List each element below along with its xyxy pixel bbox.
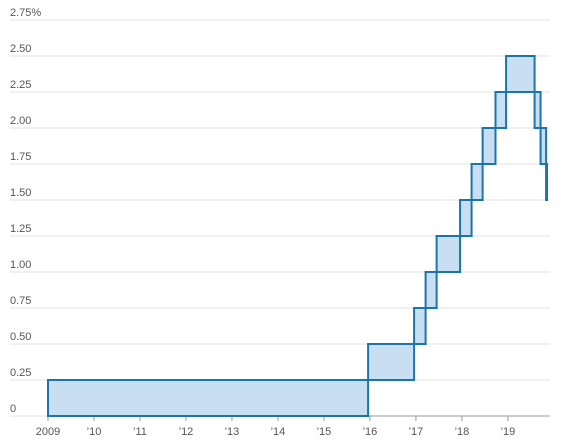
y-tick-label: 0 <box>10 403 16 415</box>
y-tick-label: 2.00 <box>10 115 31 127</box>
y-tick-label: 0.50 <box>10 331 31 343</box>
x-tick-label: ’13 <box>225 426 240 438</box>
range-band <box>368 344 415 380</box>
range-band <box>482 128 496 164</box>
range-band <box>414 308 426 344</box>
x-tick-label: 2009 <box>36 426 60 438</box>
y-tick-label: 0.25 <box>10 367 31 379</box>
range-band <box>534 92 541 128</box>
x-tick-label: ’15 <box>317 426 332 438</box>
y-tick-label: 2.75% <box>10 7 41 19</box>
x-tick-label: ’19 <box>501 426 516 438</box>
y-tick-label: 1.25 <box>10 223 31 235</box>
x-tick-label: ’17 <box>409 426 424 438</box>
y-tick-label: 1.00 <box>10 259 31 271</box>
range-band <box>471 164 483 200</box>
range-band <box>425 272 437 308</box>
range-band <box>460 200 472 236</box>
x-tick-label: ’10 <box>87 426 102 438</box>
range-band <box>48 380 369 416</box>
x-tick-label: ’14 <box>271 426 286 438</box>
y-tick-label: 0.75 <box>10 295 31 307</box>
y-tick-label: 1.50 <box>10 187 31 199</box>
y-tick-label: 2.50 <box>10 43 31 55</box>
range-band <box>436 236 461 272</box>
y-tick-label: 2.25 <box>10 79 31 91</box>
x-tick-label: ’11 <box>133 426 147 438</box>
y-tick-label: 1.75 <box>10 151 31 163</box>
x-tick-label: ’18 <box>455 426 470 438</box>
range-band <box>495 92 507 128</box>
x-tick-label: ’12 <box>179 426 194 438</box>
range-band <box>540 128 547 164</box>
x-tick-label: ’16 <box>363 426 378 438</box>
range-band <box>506 56 535 92</box>
